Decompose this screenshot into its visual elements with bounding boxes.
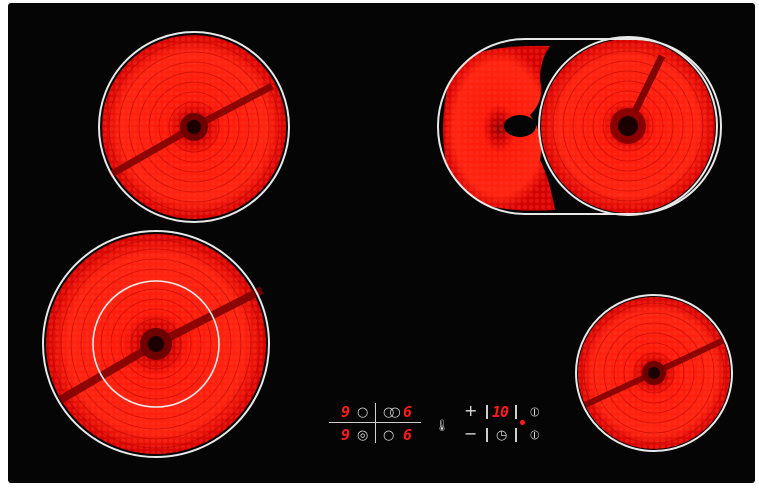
circle-icon[interactable]: ○ bbox=[383, 428, 395, 443]
timer-indicator-dot bbox=[520, 420, 525, 425]
zone-rear-right-extended bbox=[437, 36, 722, 216]
zone-rim-inner bbox=[538, 36, 718, 216]
circle-icon[interactable]: ○ bbox=[357, 405, 369, 420]
timer-divider-right-top bbox=[515, 405, 517, 419]
rear-right-level-display: 6 bbox=[403, 403, 413, 421]
power-icon[interactable]: ⦶ bbox=[530, 428, 540, 443]
timer-divider-right-bottom bbox=[515, 428, 517, 442]
timer-divider-left-top bbox=[486, 405, 488, 419]
front-left-level-display: 9 bbox=[341, 426, 351, 444]
zone-front-right bbox=[575, 294, 733, 452]
zone-inner-ring bbox=[92, 280, 220, 408]
front-right-level-display: 6 bbox=[403, 426, 413, 444]
zone-rim bbox=[98, 31, 290, 223]
double-circle-icon[interactable]: ◎ bbox=[357, 428, 369, 443]
zone-rear-left bbox=[98, 31, 290, 223]
extended-zone-icon[interactable]: ○○ bbox=[383, 405, 401, 420]
minus-button[interactable]: − bbox=[464, 424, 478, 443]
clock-icon[interactable]: ◷ bbox=[496, 428, 508, 443]
zone-rim bbox=[42, 230, 270, 458]
zone-rim bbox=[575, 294, 733, 452]
zone-front-left-dual bbox=[42, 230, 270, 458]
panel-divider-vertical bbox=[375, 403, 376, 443]
plus-button[interactable]: + bbox=[464, 401, 478, 420]
timer-divider-left-bottom bbox=[486, 428, 488, 442]
zone-rim-outer bbox=[437, 38, 722, 215]
thermometer-icon: 🌡︎ bbox=[435, 419, 449, 432]
rear-left-level-display: 9 bbox=[341, 403, 351, 421]
power-icon[interactable]: ⦶ bbox=[530, 405, 540, 420]
timer-display: 10 bbox=[492, 403, 509, 421]
